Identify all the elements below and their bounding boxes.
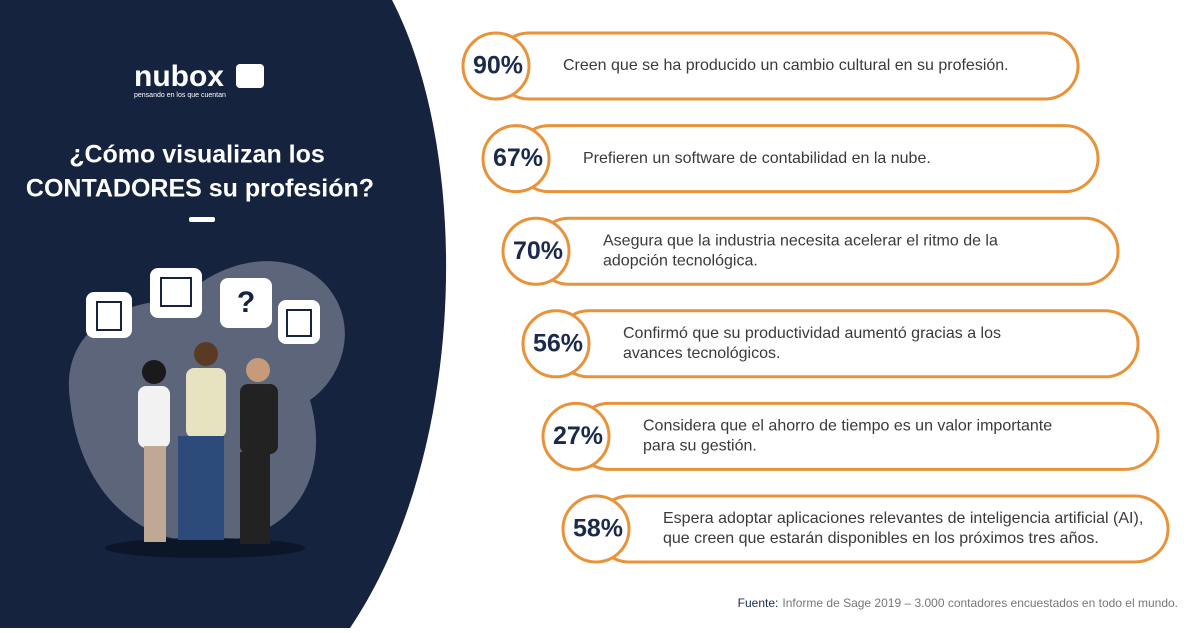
source: Fuente: Informe de Sage 2019 – 3.000 cont… [738,596,1178,610]
stat-text: que creen que estarán disponibles en los… [663,530,1099,547]
stat-percent: 27% [553,422,603,450]
stat-item: 56% Confirmó que su productividad aumentó… [521,309,1140,379]
source-text: Informe de Sage 2019 – 3.000 contadores … [782,596,1178,610]
title-line: ¿Cómo visualizan los [69,141,325,169]
stat-percent: 58% [573,515,623,543]
stat-percent: 90% [473,52,523,80]
stat-circle [501,216,571,286]
logo: nubox [134,60,224,93]
stat-text: avances tecnológicos. [623,345,780,362]
stat-pill [574,401,1160,471]
stat-item: 67% Prefieren un software de contabilidad… [481,124,1100,194]
stat-text: Confirmó que su productividad aumentó gr… [623,325,1001,342]
stat-item: 58% Espera adoptar aplicaciones relevante… [561,494,1170,564]
svg-text:?: ? [237,286,255,319]
stat-item: 27% Considera que el ahorro de tiempo es … [541,401,1160,471]
source-label: Fuente: [738,596,779,610]
stat-pill [534,216,1120,286]
stat-text: Considera que el ahorro de tiempo es un … [643,418,1052,435]
stat-text: Creen que se ha producido un cambio cult… [563,57,1009,74]
logo-tagline: pensando en los que cuentan [134,92,226,99]
stat-circle [561,494,631,564]
stat-circle [461,31,531,101]
stat-percent: 70% [513,237,563,265]
stat-pill [554,309,1140,379]
stat-item: 90% Creen que se ha producido un cambio c… [461,31,1080,101]
stat-circle [541,401,611,471]
illustration: ? [68,261,345,558]
stat-text: Prefieren un software de contabilidad en… [583,150,931,167]
stat-item: 70% Asegura que la industria necesita ace… [501,216,1120,286]
stat-text: para su gestión. [643,438,757,455]
stat-pill [594,494,1170,564]
title-line: CONTADORES su profesión? [26,175,374,203]
item-list: 90% Creen que se ha producido un cambio c… [461,31,1170,564]
stat-circle [521,309,591,379]
logo-icon [236,64,264,88]
stat-text: adopción tecnológica. [603,252,758,269]
stat-percent: 67% [493,144,543,172]
stat-percent: 56% [533,329,583,357]
stat-text: Espera adoptar aplicaciones relevantes d… [663,510,1143,527]
stat-text: Asegura que la industria necesita aceler… [603,232,998,249]
title-underline [189,217,215,222]
stat-circle [481,124,551,194]
